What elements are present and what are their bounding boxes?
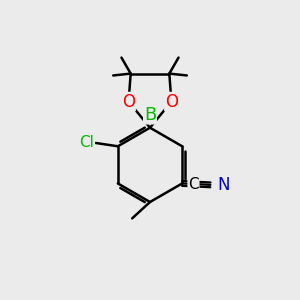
Text: O: O (165, 93, 178, 111)
Text: C: C (188, 176, 199, 191)
Text: O: O (122, 93, 135, 111)
Text: B: B (144, 106, 156, 124)
Text: N: N (217, 176, 230, 194)
Text: Cl: Cl (80, 136, 94, 151)
